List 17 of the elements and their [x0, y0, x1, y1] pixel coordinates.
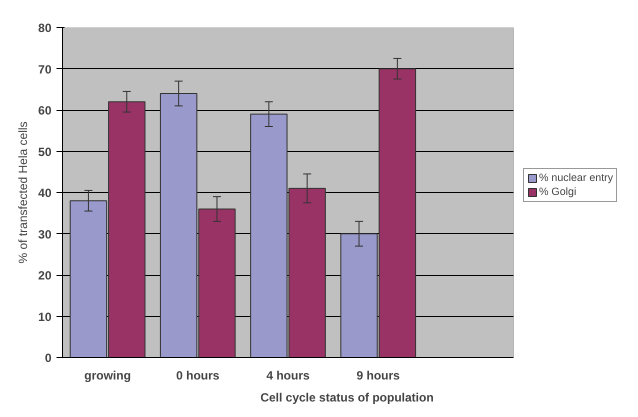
y-tick-label: 10 [38, 310, 52, 324]
y-tick-label: 80 [38, 21, 52, 35]
y-tick-label: 70 [38, 62, 52, 76]
y-tick-label: 0 [44, 351, 52, 365]
x-tick-label: growing [84, 368, 131, 382]
y-axis-title: % of transfected Hela cells [16, 121, 30, 264]
y-tick-label: 40 [38, 186, 52, 200]
legend-label: % Golgi [539, 186, 576, 198]
y-tick-label: 60 [38, 104, 52, 118]
legend-label: % nuclear entry [539, 172, 614, 184]
y-tick-label: 30 [38, 227, 52, 242]
y-tick-label: 20 [38, 268, 52, 282]
x-axis-title: Cell cycle status of population [260, 390, 434, 404]
x-tick-label: 4 hours [266, 368, 310, 382]
x-tick-label: 9 hours [356, 368, 400, 382]
x-tick-label: 0 hours [176, 368, 220, 382]
y-tick-label: 50 [38, 144, 52, 159]
